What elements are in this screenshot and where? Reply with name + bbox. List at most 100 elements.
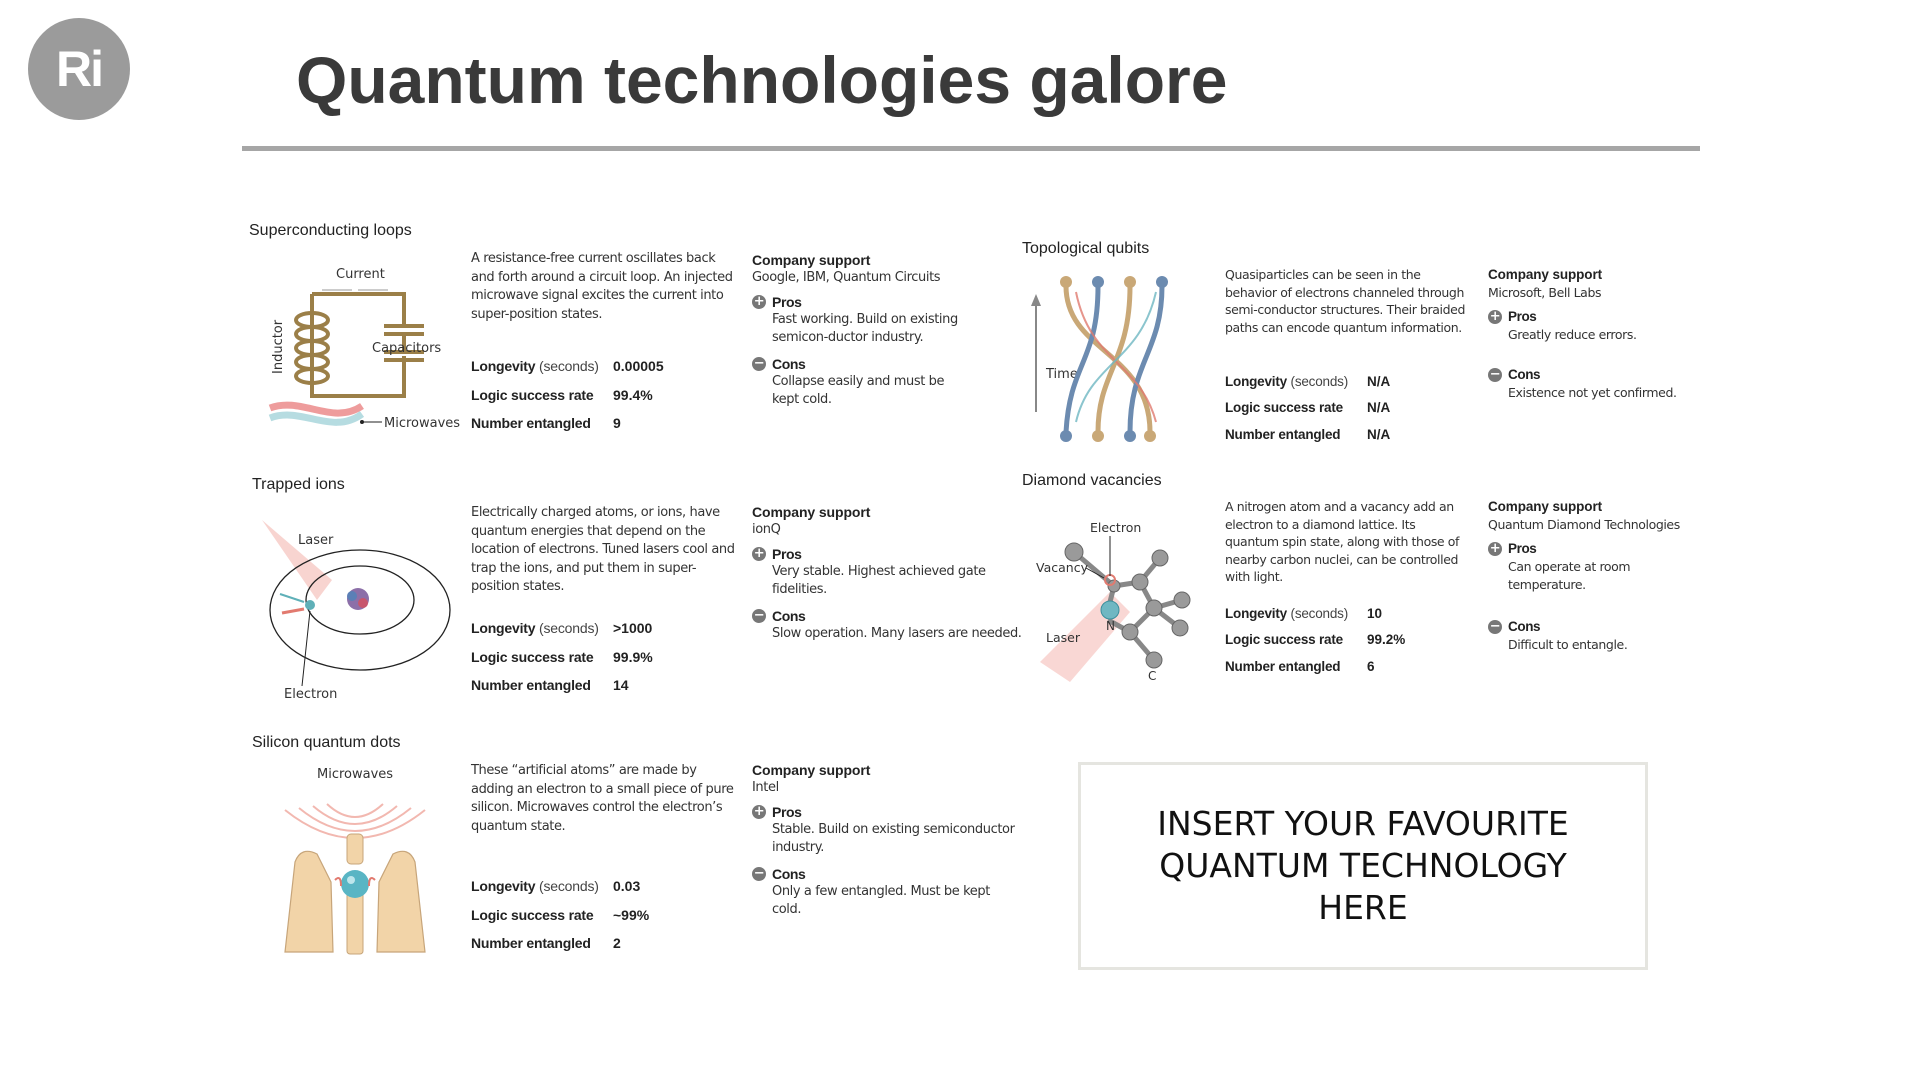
ri-logo: Ri bbox=[28, 18, 130, 120]
longevity-unit: (seconds) bbox=[1290, 605, 1349, 621]
logic-label: Logic success rate bbox=[471, 648, 594, 665]
entangled-row: Number entangled 9 bbox=[471, 409, 664, 438]
insert-placeholder-box[interactable]: INSERT YOUR FAVOURITE QUANTUM TECHNOLOGY… bbox=[1078, 762, 1648, 970]
electron-label: Electron bbox=[1090, 520, 1141, 535]
card-description: A nitrogen atom and a vacancy add an ele… bbox=[1225, 499, 1460, 584]
nitrogen-label: N bbox=[1106, 619, 1115, 633]
entangled-label: Number entangled bbox=[471, 935, 591, 952]
entangled-row: Number entangled 14 bbox=[471, 671, 653, 700]
logo-text: Ri bbox=[56, 41, 104, 97]
company-label: Company support bbox=[1488, 267, 1603, 282]
company-value: Quantum Diamond Technologies bbox=[1488, 517, 1680, 532]
stats-table: Longevity (seconds) >1000 Logic success … bbox=[471, 614, 653, 700]
longevity-label: Longevity bbox=[1225, 373, 1287, 389]
logic-value: 99.9% bbox=[613, 648, 653, 665]
laser-label: Laser bbox=[298, 533, 334, 548]
logic-label: Logic success rate bbox=[471, 386, 594, 403]
insert-placeholder-text: INSERT YOUR FAVOURITE QUANTUM TECHNOLOGY… bbox=[1157, 804, 1569, 927]
cons-heading: − Cons bbox=[1488, 366, 1703, 384]
card-title: Diamond vacancies bbox=[1022, 472, 1162, 489]
slide-title: Quantum technologies galore bbox=[296, 43, 1228, 117]
longevity-row: Longevity (seconds) >1000 bbox=[471, 614, 653, 643]
stats-table: Longevity (seconds) 10 Logic success rat… bbox=[1225, 600, 1405, 680]
logic-row: Logic success rate 99.2% bbox=[1225, 627, 1405, 654]
longevity-label: Longevity bbox=[1225, 605, 1287, 621]
company-label: Company support bbox=[752, 762, 871, 778]
entangled-row: Number entangled 2 bbox=[471, 929, 649, 958]
cons-text: Difficult to entangle. bbox=[1508, 637, 1628, 652]
logic-value: ~99% bbox=[613, 906, 650, 923]
company-label: Company support bbox=[752, 252, 871, 268]
entangled-row: Number entangled N/A bbox=[1225, 421, 1390, 448]
entangled-label: Number entangled bbox=[471, 415, 591, 432]
company-value: Google, IBM, Quantum Circuits bbox=[752, 270, 941, 285]
logic-label: Logic success rate bbox=[1225, 632, 1343, 648]
card-title: Silicon quantum dots bbox=[252, 734, 401, 751]
longevity-unit: (seconds) bbox=[1290, 373, 1349, 389]
plus-icon: + bbox=[752, 804, 766, 819]
pros-label: Pros bbox=[772, 546, 802, 562]
entangled-value: 14 bbox=[613, 677, 629, 694]
carbon-label: C bbox=[1148, 669, 1156, 683]
plus-icon: + bbox=[752, 294, 766, 309]
logic-value: 99.4% bbox=[613, 386, 653, 403]
entangled-value: 2 bbox=[613, 935, 621, 952]
superconducting-loop-illustration: Current Inductor Capacitors Microwaves bbox=[268, 267, 460, 431]
microwaves-label: Microwaves bbox=[384, 416, 460, 431]
card-description: A resistance-free current oscillates bac… bbox=[471, 251, 733, 322]
stats-table: Longevity (seconds) 0.00005 Logic succes… bbox=[471, 352, 664, 438]
pros-label: Pros bbox=[772, 804, 802, 820]
minus-icon: − bbox=[1488, 367, 1502, 382]
logic-label: Logic success rate bbox=[471, 906, 594, 923]
cons-label: Cons bbox=[772, 608, 806, 624]
company-value: Microsoft, Bell Labs bbox=[1488, 285, 1602, 300]
longevity-value: 0.03 bbox=[613, 878, 641, 895]
company-section: Company support ionQ + Pros Very stable. … bbox=[752, 503, 1022, 651]
cons-heading: − Cons bbox=[1488, 618, 1708, 636]
plus-icon: + bbox=[752, 546, 766, 561]
entangled-label: Number entangled bbox=[1225, 658, 1341, 674]
longevity-unit: (seconds) bbox=[539, 878, 599, 895]
logic-label: Logic success rate bbox=[1225, 400, 1343, 416]
pros-heading: + Pros bbox=[752, 545, 1022, 563]
logic-row: Logic success rate 99.9% bbox=[471, 643, 653, 672]
logic-value: 99.2% bbox=[1367, 632, 1406, 648]
card-description: Quasiparticles can be seen in the behavi… bbox=[1225, 267, 1465, 335]
entangled-value: N/A bbox=[1367, 426, 1391, 442]
card-description: Electrically charged atoms, or ions, hav… bbox=[471, 505, 735, 594]
plus-icon: + bbox=[1488, 309, 1502, 324]
logic-row: Logic success rate ~99% bbox=[471, 901, 649, 930]
company-section: Company support Google, IBM, Quantum Cir… bbox=[752, 251, 1012, 417]
pros-heading: + Pros bbox=[752, 293, 1012, 311]
pros-label: Pros bbox=[1508, 309, 1537, 324]
cons-label: Cons bbox=[772, 356, 806, 372]
capacitors-label: Capacitors bbox=[372, 341, 441, 356]
cons-heading: − Cons bbox=[752, 607, 1022, 625]
company-value: ionQ bbox=[752, 522, 781, 537]
longevity-value: 10 bbox=[1367, 605, 1383, 621]
microwaves-label: Microwaves bbox=[317, 767, 393, 782]
longevity-label: Longevity bbox=[471, 358, 536, 375]
company-section: Company support Quantum Diamond Technolo… bbox=[1488, 498, 1708, 662]
laser-label: Laser bbox=[1046, 630, 1081, 645]
inductor-label: Inductor bbox=[271, 319, 286, 374]
entangled-label: Number entangled bbox=[1225, 426, 1341, 442]
longevity-unit: (seconds) bbox=[539, 620, 599, 637]
pros-text: Fast working. Build on existing semicon-… bbox=[772, 312, 958, 345]
pros-text: Can operate at room temperature. bbox=[1508, 559, 1631, 592]
minus-icon: − bbox=[752, 608, 766, 623]
longevity-unit: (seconds) bbox=[539, 358, 599, 375]
cons-text: Slow operation. Many lasers are needed. bbox=[772, 626, 1022, 641]
stats-table: Longevity (seconds) N/A Logic success ra… bbox=[1225, 368, 1390, 448]
pros-label: Pros bbox=[1508, 541, 1537, 556]
longevity-label: Longevity bbox=[471, 878, 536, 895]
cons-heading: − Cons bbox=[752, 865, 1022, 883]
card-description: These “artificial atoms” are made by add… bbox=[471, 763, 734, 834]
plus-icon: + bbox=[1488, 541, 1502, 556]
longevity-value: N/A bbox=[1367, 373, 1391, 389]
minus-icon: − bbox=[752, 356, 766, 371]
pros-text: Stable. Build on existing semiconductor … bbox=[772, 822, 1015, 855]
trapped-ions-illustration: Laser Electron bbox=[262, 520, 451, 702]
minus-icon: − bbox=[1488, 619, 1502, 634]
longevity-value: 0.00005 bbox=[613, 358, 664, 375]
